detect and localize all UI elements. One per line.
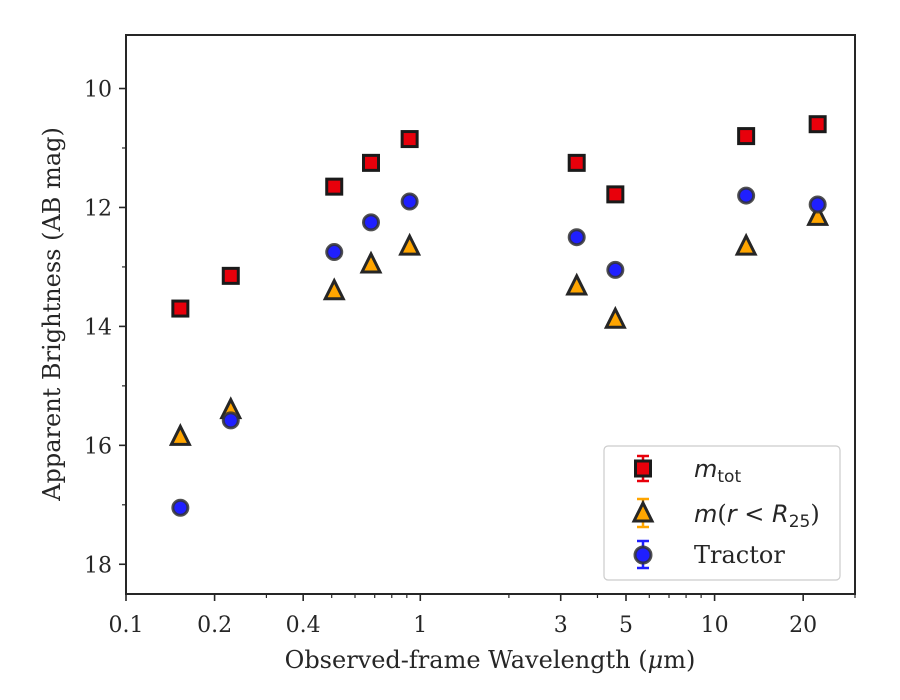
- circle-marker: [808, 195, 827, 214]
- triangle-marker: [603, 305, 627, 329]
- legend-square-marker: [634, 459, 652, 478]
- legend-entry-tractor: Tractor: [633, 539, 785, 570]
- y-tick-label: 18: [84, 553, 112, 578]
- triangle-marker: [398, 232, 422, 256]
- legend: mtot m(r < R25) Tractor: [603, 445, 841, 581]
- legend-entry-m-r25: m(r < R25): [631, 497, 820, 532]
- circle-marker: [737, 186, 756, 205]
- square-marker: [400, 130, 419, 149]
- triangle-marker: [565, 272, 589, 296]
- plot-frame: [125, 34, 856, 595]
- square-marker: [808, 115, 827, 134]
- square-marker: [325, 177, 344, 196]
- y-axis-label: Apparent Brightness (AB mag): [38, 127, 66, 502]
- legend-label-m-r25: m(r < R25): [694, 500, 820, 532]
- x-tick-label: 5: [619, 613, 633, 638]
- triangle-marker: [168, 423, 192, 446]
- legend-label-tractor: Tractor: [694, 541, 785, 569]
- x-tick-label: 10: [701, 613, 729, 638]
- triangle-marker: [359, 250, 383, 274]
- y-tick-label: 14: [84, 315, 112, 340]
- x-tick-label: 0.1: [109, 613, 144, 638]
- legend-box: [603, 445, 841, 581]
- axis-ticks: 0.1 0.2 0.4 1 3 5 10 20 10 12 14 16 18: [84, 78, 856, 638]
- legend-label-m-tot: mtot: [694, 455, 741, 487]
- circle-marker: [221, 411, 240, 430]
- circle-marker: [400, 192, 419, 211]
- circle-marker: [606, 260, 625, 279]
- circle-marker: [325, 243, 344, 262]
- circle-marker: [567, 228, 586, 247]
- x-tick-label: 1: [413, 613, 427, 638]
- triangle-marker: [322, 277, 346, 301]
- legend-entry-m-tot: mtot: [634, 454, 741, 487]
- square-marker: [737, 127, 756, 146]
- x-tick-label: 0.4: [286, 613, 321, 638]
- legend-triangle-marker: [631, 499, 655, 523]
- circle-marker: [362, 213, 381, 232]
- circle-marker: [171, 498, 190, 517]
- square-marker: [567, 153, 586, 172]
- y-tick-label: 10: [84, 78, 112, 103]
- x-tick-label: 20: [789, 613, 817, 638]
- triangle-marker: [734, 232, 758, 256]
- triangle-marker: [806, 203, 830, 226]
- y-tick-label: 12: [84, 196, 112, 221]
- square-marker: [171, 299, 190, 318]
- x-tick-label: 0.2: [197, 613, 232, 638]
- y-tick-label: 16: [84, 434, 112, 459]
- square-marker: [362, 153, 381, 172]
- legend-circle-marker: [633, 545, 653, 565]
- data-markers: [168, 115, 830, 517]
- square-marker: [221, 266, 240, 285]
- x-axis-label: Observed-frame Wavelength (μm): [285, 646, 696, 674]
- square-marker: [606, 185, 625, 204]
- x-tick-label: 3: [554, 613, 568, 638]
